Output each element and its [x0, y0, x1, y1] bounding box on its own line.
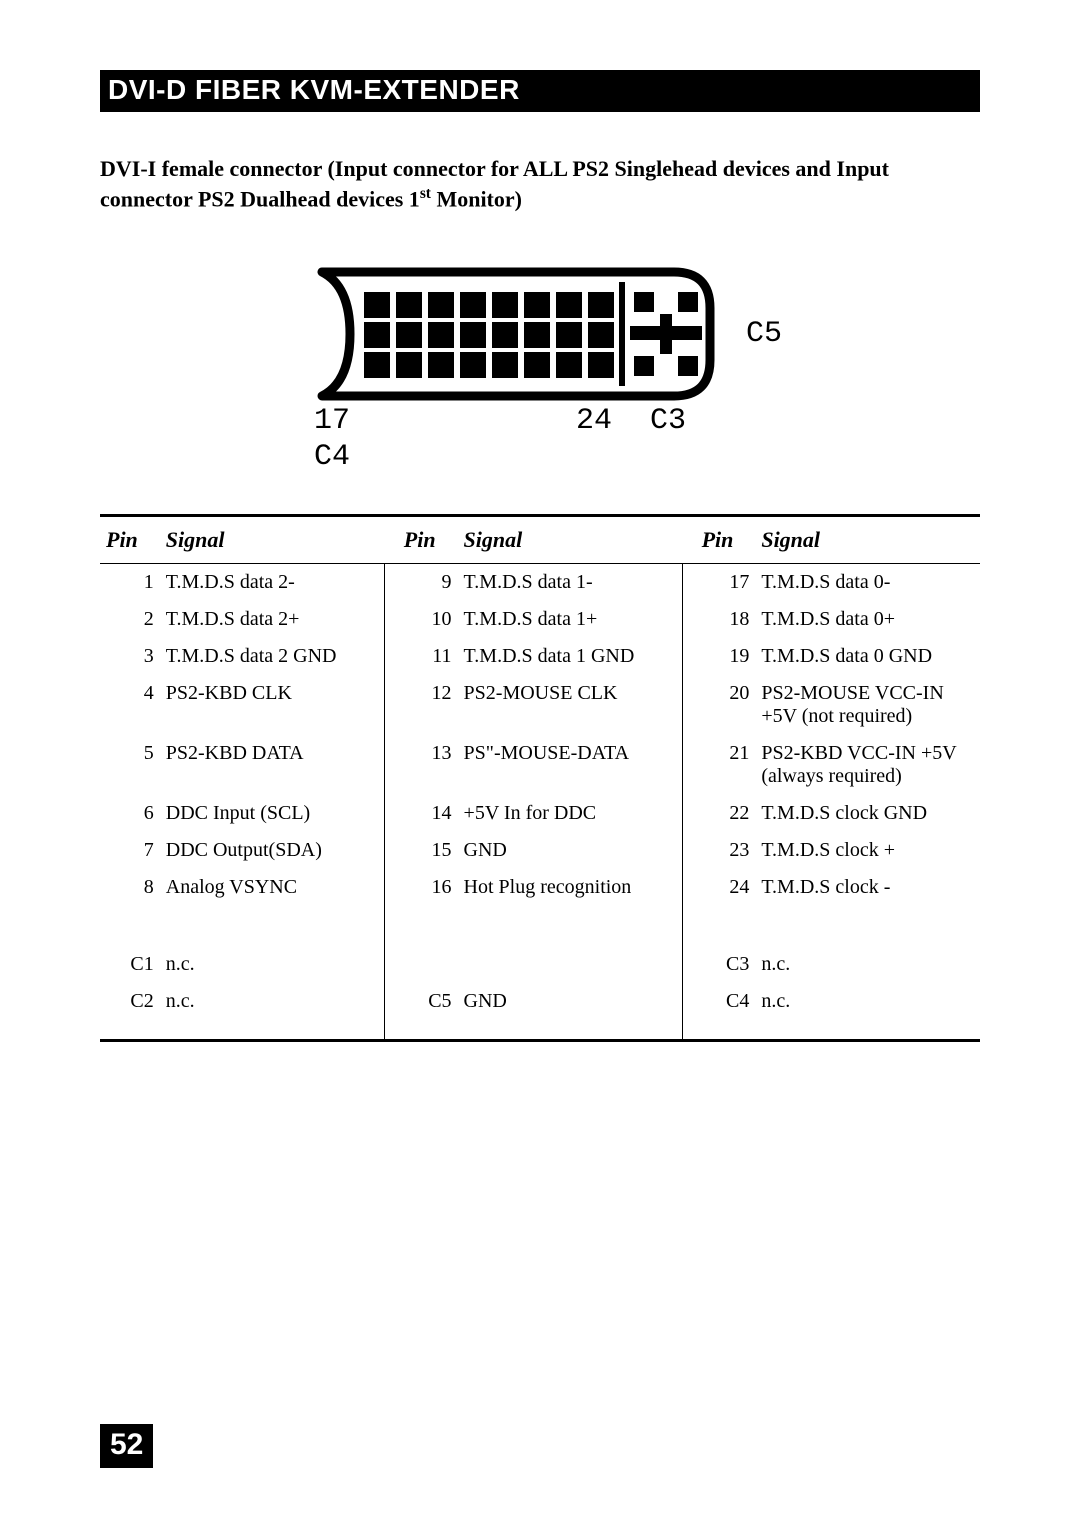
- pin-cell: 15: [398, 832, 458, 869]
- table-row: 6DDC Input (SCL) 14+5V In for DDC 22T.M.D.…: [100, 795, 980, 832]
- signal-cell: T.M.D.S clock -: [755, 869, 980, 906]
- table-row: C1n.c.C3n.c.: [100, 946, 980, 983]
- subtitle-line2-pre: connector PS2 Dualhead devices 1: [100, 186, 420, 211]
- table-header-row: Pin Signal Pin Signal Pin Signal: [100, 515, 980, 563]
- pin-cell: 21: [696, 735, 756, 795]
- signal-cell: PS2-KBD DATA: [160, 735, 385, 795]
- signal-cell: T.M.D.S clock +: [755, 832, 980, 869]
- label-24: 24: [576, 404, 612, 438]
- label-c5: C5: [746, 317, 782, 351]
- pin-cell: 1: [100, 563, 160, 601]
- signal-cell: n.c.: [755, 946, 980, 983]
- pin-cell: C3: [696, 946, 756, 983]
- signal-cell: n.c.: [160, 946, 385, 983]
- label-17: 17: [314, 404, 350, 438]
- signal-cell: DDC Input (SCL): [160, 795, 385, 832]
- label-c4: C4: [314, 440, 350, 474]
- signal-cell: PS"-MOUSE-DATA: [458, 735, 683, 795]
- pin-cell: C2: [100, 983, 160, 1041]
- pin-cell: C1: [100, 946, 160, 983]
- signal-cell: T.M.D.S data 0-: [755, 563, 980, 601]
- page: DVI-D FIBER KVM-EXTENDER DVI-I female co…: [0, 0, 1080, 1528]
- table-row: 3T.M.D.S data 2 GND 11T.M.D.S data 1 GND 1…: [100, 638, 980, 675]
- th-sig-3: Signal: [755, 515, 980, 563]
- pin-cell: 9: [398, 563, 458, 601]
- signal-cell: T.M.D.S data 0+: [755, 601, 980, 638]
- th-pin-3: Pin: [696, 515, 756, 563]
- signal-cell: PS2-KBD CLK: [160, 675, 385, 735]
- signal-cell: PS2-MOUSE VCC-IN +5V (not required): [755, 675, 980, 735]
- th-pin-1: Pin: [100, 515, 160, 563]
- pinout-table: Pin Signal Pin Signal Pin Signal 1T.M.D.…: [100, 514, 980, 1042]
- pin-cell: 10: [398, 601, 458, 638]
- table-row: 4PS2-KBD CLK12PS2-MOUSE CLK20PS2-MOUSE V…: [100, 675, 980, 735]
- header-bar: DVI-D FIBER KVM-EXTENDER: [100, 70, 980, 112]
- signal-cell: T.M.D.S data 0 GND: [755, 638, 980, 675]
- signal-cell: n.c.: [160, 983, 385, 1041]
- pin-cell: 4: [100, 675, 160, 735]
- pin-cell: 12: [398, 675, 458, 735]
- signal-cell: T.M.D.S data 1+: [458, 601, 683, 638]
- pin-cell: 11: [398, 638, 458, 675]
- signal-cell: Analog VSYNC: [160, 869, 385, 906]
- pin-cell: C5: [398, 983, 458, 1041]
- pin-cell: 22: [696, 795, 756, 832]
- th-sig-2: Signal: [458, 515, 683, 563]
- signal-cell: T.M.D.S data 1 GND: [458, 638, 683, 675]
- signal-cell: GND: [458, 832, 683, 869]
- pin-cell: 3: [100, 638, 160, 675]
- pin-cell: 14: [398, 795, 458, 832]
- subtitle-line1: DVI-I female connector (Input connector …: [100, 156, 889, 181]
- signal-cell: Hot Plug recognition: [458, 869, 683, 906]
- pin-cell: 2: [100, 601, 160, 638]
- signal-cell: n.c.: [755, 983, 980, 1041]
- th-pin-2: Pin: [398, 515, 458, 563]
- table-row: 2T.M.D.S data 2+ 10T.M.D.S data 1+ 18T.M.D…: [100, 601, 980, 638]
- subtitle-sup: st: [420, 185, 431, 202]
- pin-cell: [398, 946, 458, 983]
- pin-cell: 17: [696, 563, 756, 601]
- dvi-connector-figure: C5 17 24 C3 C4: [100, 264, 980, 474]
- signal-cell: PS2-MOUSE CLK: [458, 675, 683, 735]
- table-row: 8Analog VSYNC 16Hot Plug recognition 24T.M…: [100, 869, 980, 906]
- connector-under-labels: 17 24 C3 C4: [310, 404, 770, 474]
- pin-cell: 7: [100, 832, 160, 869]
- pin-cell: C4: [696, 983, 756, 1041]
- table-row: C2n.c.C5GNDC4n.c.: [100, 983, 980, 1041]
- table-row: 7DDC Output(SDA) 15GND 23T.M.D.S clock +: [100, 832, 980, 869]
- pin-cell: 6: [100, 795, 160, 832]
- signal-cell: GND: [458, 983, 683, 1041]
- signal-cell: T.M.D.S data 1-: [458, 563, 683, 601]
- signal-cell: +5V In for DDC: [458, 795, 683, 832]
- signal-cell: T.M.D.S data 2 GND: [160, 638, 385, 675]
- label-c3: C3: [650, 404, 686, 438]
- pin-cell: 13: [398, 735, 458, 795]
- pin-cell: 19: [696, 638, 756, 675]
- signal-cell: T.M.D.S clock GND: [755, 795, 980, 832]
- subtitle-line2-post: Monitor): [431, 186, 522, 211]
- pin-cell: 5: [100, 735, 160, 795]
- pin-cell: 16: [398, 869, 458, 906]
- signal-cell: DDC Output(SDA): [160, 832, 385, 869]
- pin-cell: 23: [696, 832, 756, 869]
- pin-cell: 24: [696, 869, 756, 906]
- page-number: 52: [100, 1424, 153, 1468]
- signal-cell: T.M.D.S data 2-: [160, 563, 385, 601]
- signal-cell: PS2-KBD VCC-IN +5V (always required): [755, 735, 980, 795]
- signal-cell: T.M.D.S data 2+: [160, 601, 385, 638]
- pin-cell: 20: [696, 675, 756, 735]
- pin-cell: 8: [100, 869, 160, 906]
- dvi-connector-svg: [298, 264, 718, 404]
- table-row: 1T.M.D.S data 2- 9T.M.D.S data 1- 17T.M.D.…: [100, 563, 980, 601]
- header-title: DVI-D FIBER KVM-EXTENDER: [108, 74, 520, 105]
- pin-cell: 18: [696, 601, 756, 638]
- signal-cell: [458, 946, 683, 983]
- th-sig-1: Signal: [160, 515, 385, 563]
- table-row: 5PS2-KBD DATA13PS"-MOUSE-DATA21PS2-KBD V…: [100, 735, 980, 795]
- subtitle: DVI-I female connector (Input connector …: [100, 154, 980, 214]
